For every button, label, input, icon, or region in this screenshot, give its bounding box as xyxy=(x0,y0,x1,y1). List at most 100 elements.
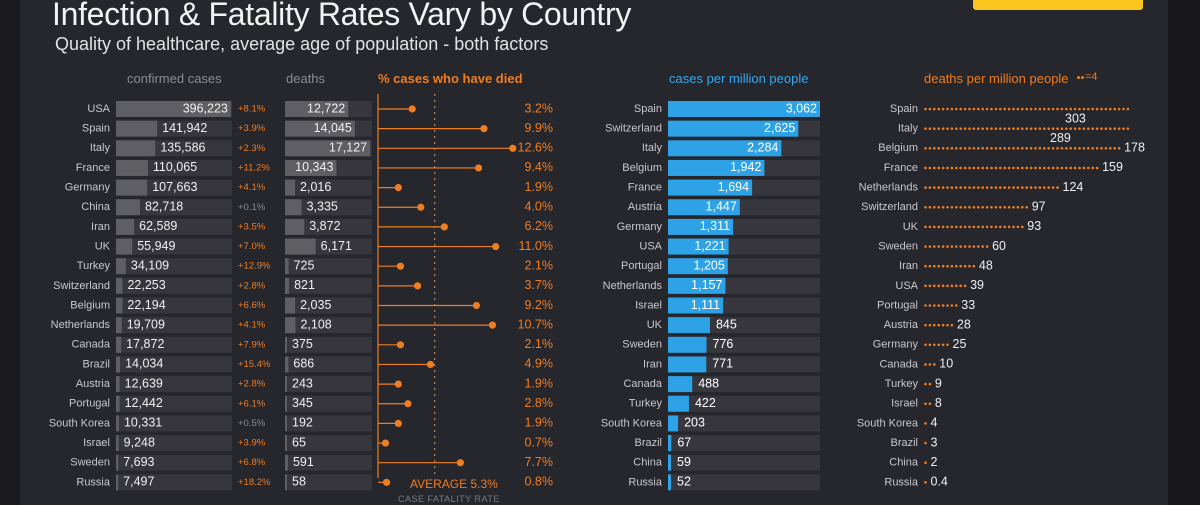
dpm-dot xyxy=(972,107,976,111)
pct-dot xyxy=(426,360,435,369)
dpm-dot xyxy=(1060,166,1064,170)
dpm-dot xyxy=(941,225,945,229)
pct-value-label: 0.8% xyxy=(525,475,554,489)
deaths-bar-track xyxy=(285,317,372,334)
cpm-bar xyxy=(668,474,671,491)
dpm-dot xyxy=(937,186,940,189)
cases-bar-track xyxy=(116,395,232,412)
cpm-value-label: 776 xyxy=(713,337,734,351)
cpm-bar xyxy=(668,238,729,255)
cases-bar-track xyxy=(116,474,232,491)
cpm-bar xyxy=(668,120,799,137)
dpm-dot xyxy=(928,343,932,347)
dpm-dot xyxy=(1095,127,1099,130)
dpm-dot xyxy=(1021,107,1024,111)
dpm-dot xyxy=(1047,107,1050,111)
country-label: Austria xyxy=(628,201,663,213)
deaths-bar-track xyxy=(285,277,372,294)
dpm-dot xyxy=(955,127,958,130)
country-label: UK xyxy=(647,319,663,331)
dpm-dot xyxy=(1078,147,1081,150)
dpm-value-label: 4 xyxy=(931,416,938,430)
dpm-dot xyxy=(1043,186,1046,189)
dpm-dot xyxy=(1056,166,1059,170)
cases-bar xyxy=(116,317,122,334)
dpm-dot xyxy=(963,127,967,130)
dpm-value-label: 303 xyxy=(1065,111,1086,125)
dpm-dot xyxy=(1003,205,1006,209)
dpm-dot xyxy=(1007,186,1011,189)
growth-label: +2.3% xyxy=(238,143,266,154)
dpm-dot xyxy=(1047,186,1050,189)
dpm-dot xyxy=(1021,166,1024,170)
dpm-dot xyxy=(1051,127,1055,130)
country-label: Netherlands xyxy=(51,319,111,331)
cases-bar-track xyxy=(116,238,232,255)
dpm-value-label: 39 xyxy=(970,278,984,292)
dpm-dot xyxy=(950,225,954,229)
pct-value-label: 11.0% xyxy=(518,239,553,253)
dpm-dot xyxy=(1012,225,1015,229)
dpm-dot xyxy=(1126,127,1130,130)
dpm-dot xyxy=(937,166,940,170)
deaths-bar xyxy=(285,140,371,157)
cases-bar-track xyxy=(116,317,232,334)
yellow-tab-button[interactable] xyxy=(973,0,1143,10)
country-label: Italy xyxy=(898,123,919,135)
cases-bar xyxy=(116,179,148,196)
dpm-dot xyxy=(1016,186,1020,189)
cpm-bar xyxy=(668,179,753,196)
dpm-dot xyxy=(1047,127,1050,130)
country-label: South Korea xyxy=(857,417,919,429)
dpm-dot xyxy=(924,441,927,445)
deaths-bar-track xyxy=(285,199,372,216)
country-label: China xyxy=(633,457,663,469)
dpm-value-label: 60 xyxy=(992,239,1006,253)
dpm-dot xyxy=(1060,127,1064,130)
dpm-dot xyxy=(946,343,949,347)
dpm-value-label: 0.4 xyxy=(931,475,948,489)
dpm-dot xyxy=(1025,186,1028,189)
deaths-bar xyxy=(285,120,355,137)
pct-dot xyxy=(474,164,483,172)
dpm-dot xyxy=(977,107,980,111)
cpm-bar xyxy=(668,199,740,216)
deaths-bar xyxy=(285,297,296,314)
dpm-dot xyxy=(977,147,980,150)
cases-value-label: 34,109 xyxy=(131,258,169,272)
deaths-value-label: 345 xyxy=(292,396,313,410)
cases-value-label: 7,693 xyxy=(123,455,154,469)
dpm-dot xyxy=(924,323,927,327)
dots-legend-label: =4 xyxy=(1085,71,1098,83)
deaths-bar xyxy=(285,395,287,412)
header-pct-died: % cases who have died xyxy=(378,71,523,86)
growth-label: +0.1% xyxy=(238,202,266,213)
cpm-bar xyxy=(668,277,726,294)
dpm-dot xyxy=(946,304,949,307)
dpm-dot xyxy=(1095,166,1099,170)
dpm-dot xyxy=(1056,107,1059,111)
cases-bar xyxy=(116,376,120,393)
dpm-dot xyxy=(981,205,984,209)
dpm-dot xyxy=(1056,147,1059,150)
dpm-dot xyxy=(990,107,993,111)
dpm-dot xyxy=(1034,147,1037,150)
dpm-dot xyxy=(924,166,927,170)
right-edge-strip xyxy=(1168,0,1200,505)
cases-bar xyxy=(116,101,231,117)
country-label: Brazil xyxy=(890,437,918,449)
dpm-dot xyxy=(941,205,945,209)
cases-bar-track xyxy=(116,199,232,216)
growth-label: +6.1% xyxy=(238,398,266,409)
cases-value-label: 82,718 xyxy=(145,200,183,214)
cpm-value-label: 1,311 xyxy=(700,219,730,233)
dpm-dot xyxy=(963,205,967,209)
dpm-dot xyxy=(1021,147,1024,150)
dpm-dot xyxy=(924,205,927,209)
dpm-dot xyxy=(985,245,989,248)
dpm-dot xyxy=(1029,107,1033,111)
dpm-dot xyxy=(928,225,932,229)
dpm-dot xyxy=(963,225,967,229)
dpm-dot xyxy=(1087,147,1090,150)
cpm-value-label: 1,694 xyxy=(718,180,749,194)
